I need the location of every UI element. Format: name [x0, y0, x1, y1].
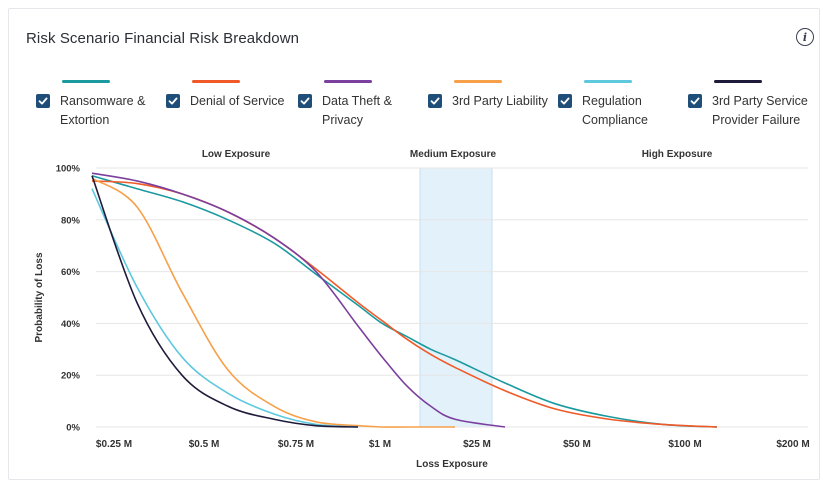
legend-label: Ransomware & Extortion [60, 94, 146, 127]
chart-card [8, 8, 820, 480]
legend-label: Denial of Service [190, 94, 285, 108]
page-title: Risk Scenario Financial Risk Breakdown [26, 30, 300, 47]
legend-swatch [192, 80, 240, 83]
legend-swatch [62, 80, 110, 83]
legend-checkbox[interactable] [298, 94, 312, 108]
legend-swatch [714, 80, 762, 83]
legend-checkbox[interactable] [166, 94, 180, 108]
legend-swatch [584, 80, 632, 83]
legend-checkbox[interactable] [688, 94, 702, 108]
legend-label: Regulation Compliance [582, 94, 649, 127]
legend-swatch [324, 80, 372, 83]
legend-checkbox[interactable] [36, 94, 50, 108]
legend-label: Data Theft & Privacy [322, 94, 392, 127]
legend-checkbox[interactable] [558, 94, 572, 108]
info-icon[interactable]: i [796, 28, 814, 46]
legend-swatch [454, 80, 502, 83]
legend-checkbox[interactable] [428, 94, 442, 108]
legend-label: 3rd Party Liability [452, 94, 548, 108]
legend-label: 3rd Party Service Provider Failure [712, 94, 808, 127]
